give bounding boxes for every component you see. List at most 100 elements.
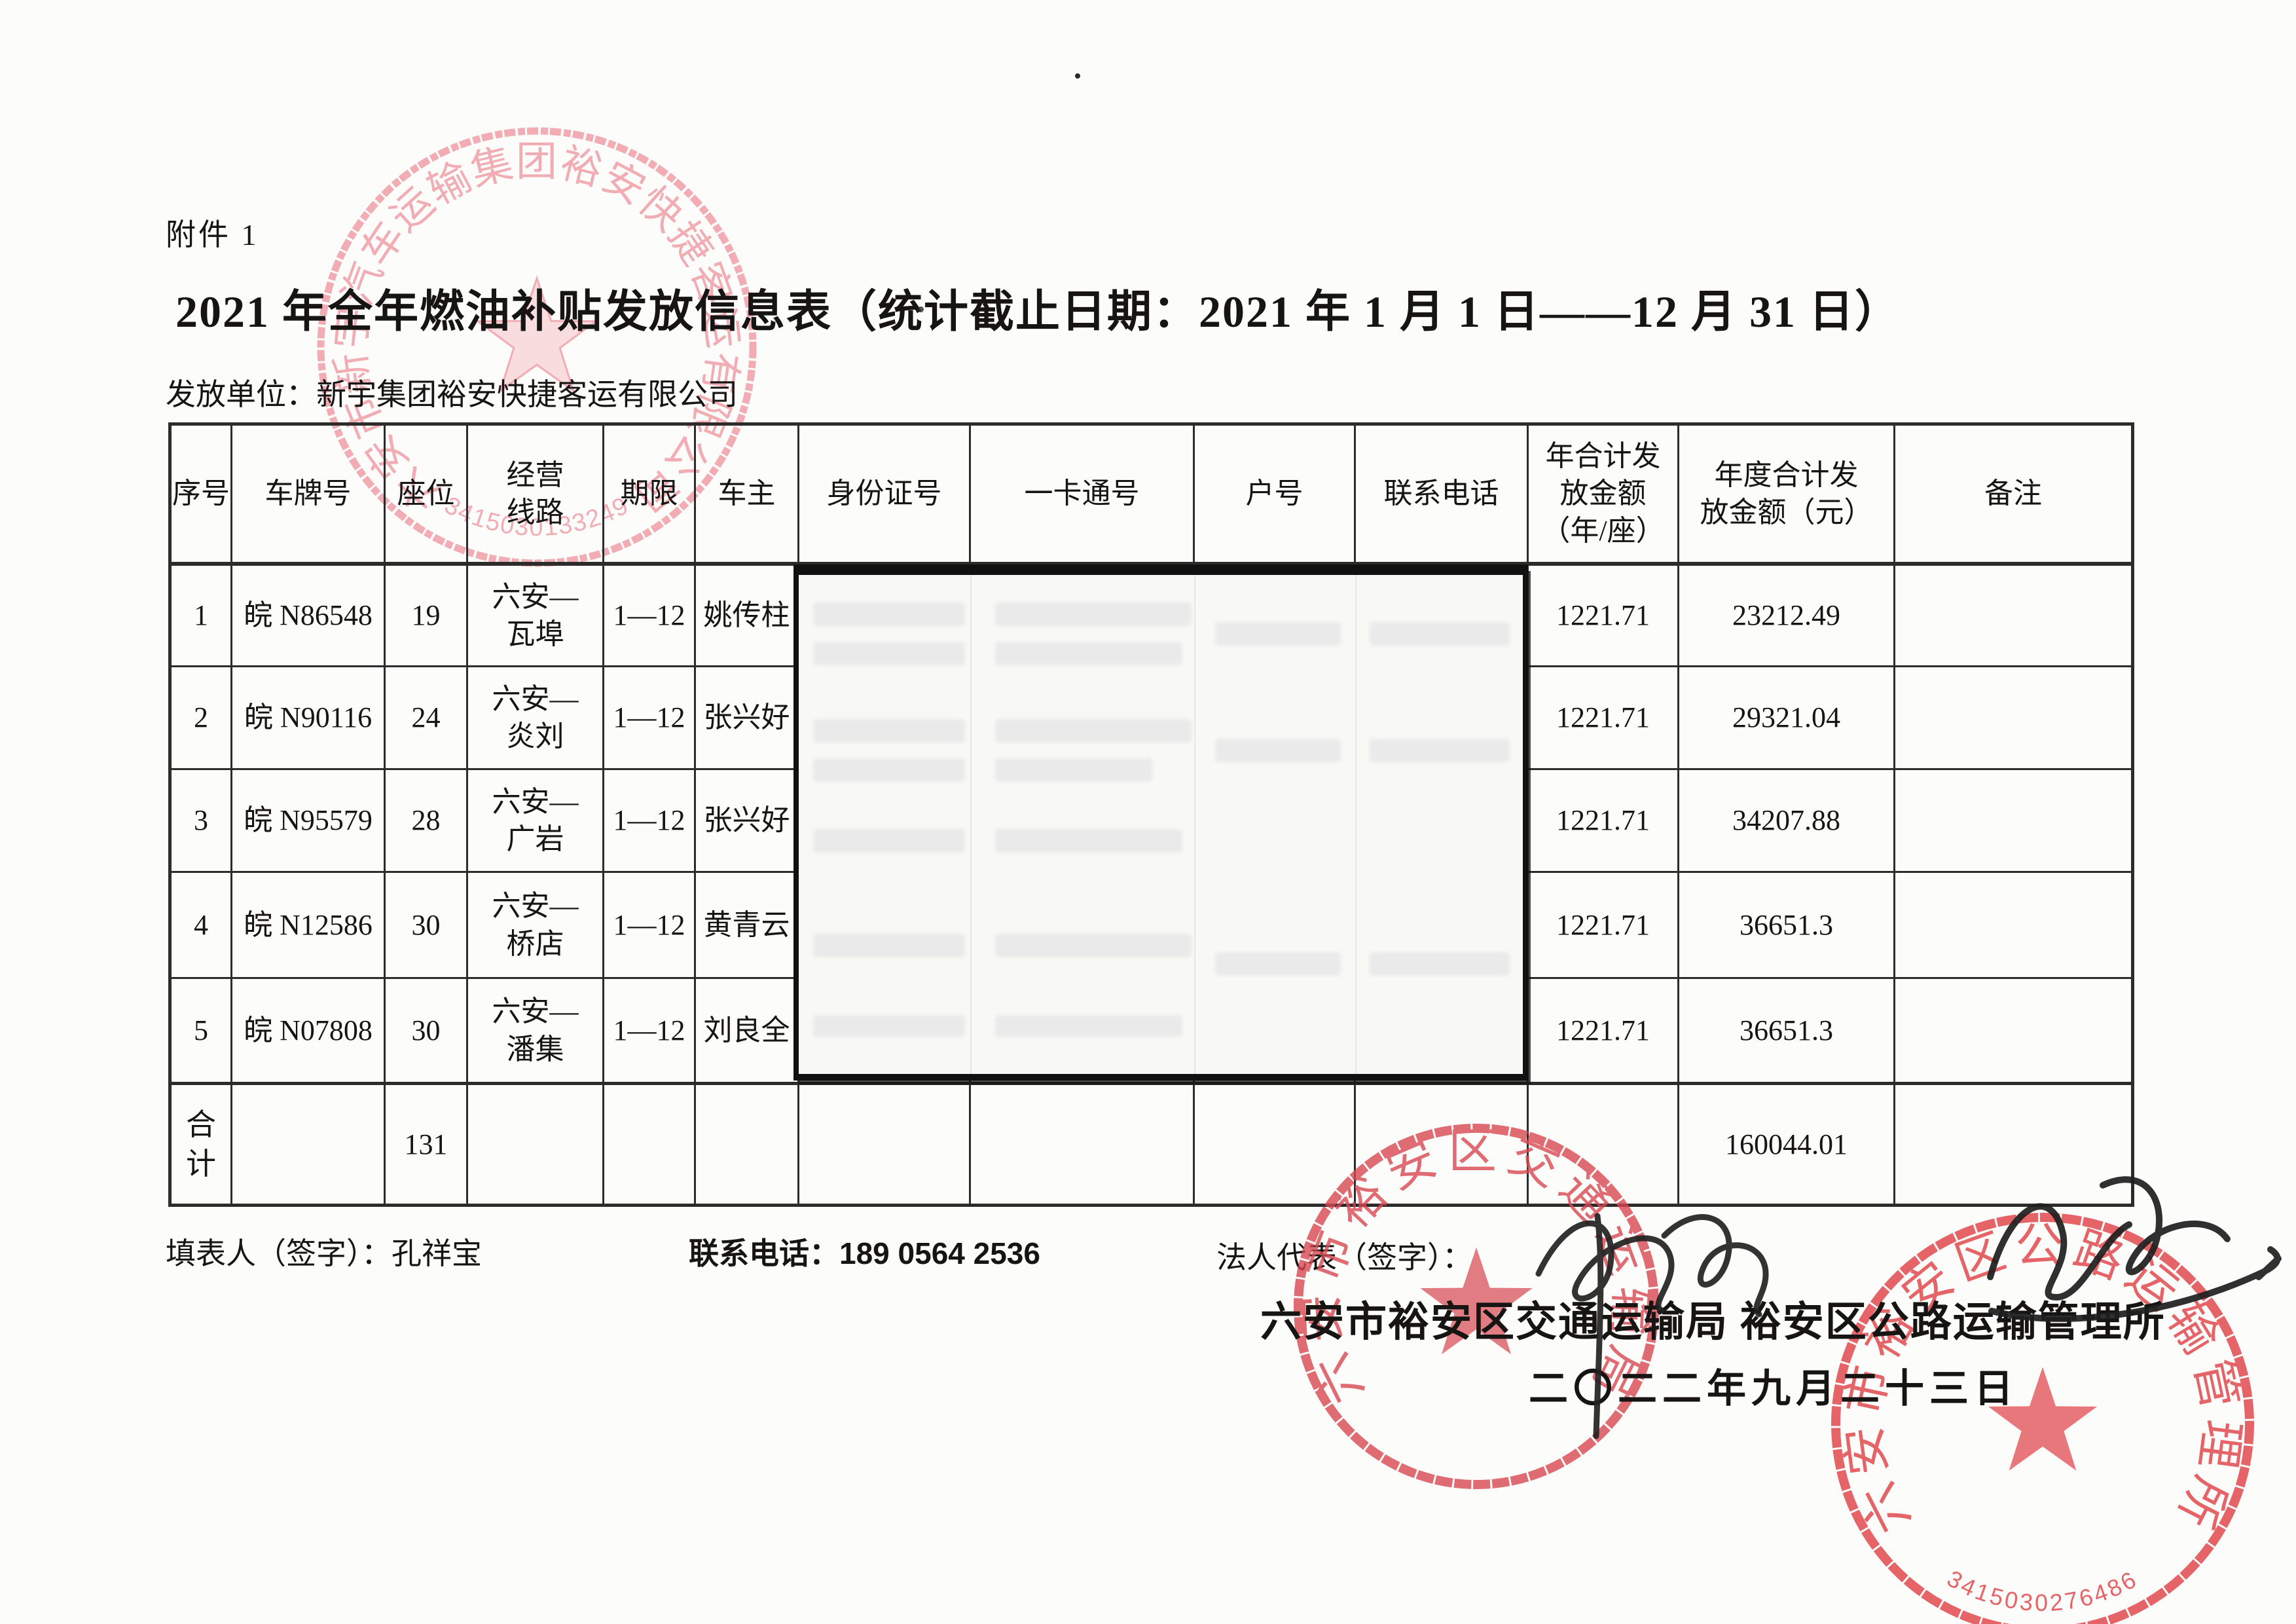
col-header-per-seat-amount: 年合计发 放金额 （年/座） xyxy=(1527,423,1679,566)
filler-line: 填表人（签字）：孔祥宝 xyxy=(166,1230,482,1273)
redaction-overlay xyxy=(793,564,1528,1080)
cell-owner: 刘良全 xyxy=(694,977,799,1084)
cell-route: 六安— 炎刘 xyxy=(466,665,604,770)
cell-total-annual-amount: 160044.01 xyxy=(1677,1082,1895,1206)
cell-per-seat-amount: 1221.71 xyxy=(1527,768,1679,873)
cell-term: 1—12 xyxy=(602,977,696,1084)
cell-seats: 28 xyxy=(384,768,468,873)
col-header-phone: 联系电话 xyxy=(1354,423,1529,566)
col-header-remark: 备注 xyxy=(1893,423,2134,566)
ghost-text xyxy=(1215,952,1341,976)
cell-plate: 皖 N86548 xyxy=(230,563,386,667)
cell-remark xyxy=(1893,768,2134,873)
cell-annual-amount: 29321.04 xyxy=(1677,665,1895,770)
ghost-column-line xyxy=(1355,575,1357,1074)
cell-term xyxy=(602,1082,696,1206)
attachment-label: 附件 1 xyxy=(166,218,259,251)
cell-term: 1—12 xyxy=(602,871,696,979)
col-header-card: 一卡通号 xyxy=(969,423,1195,566)
ghost-text xyxy=(813,934,965,957)
scan-speck xyxy=(918,306,924,312)
col-header-seats: 座位 xyxy=(384,423,468,566)
cell-annual-amount: 36651.3 xyxy=(1677,977,1895,1084)
cell-plate: 皖 N90116 xyxy=(230,665,386,770)
cell-total-label: 合 计 xyxy=(169,1082,232,1206)
ghost-text xyxy=(1370,952,1510,976)
cell-id xyxy=(797,1082,971,1206)
cell-no: 5 xyxy=(169,977,232,1084)
seal-ring xyxy=(1831,1213,2254,1624)
cell-route xyxy=(466,1082,604,1206)
cell-per-seat-amount xyxy=(1527,1082,1679,1206)
ghost-text xyxy=(813,829,965,853)
seal-code-text: 3415030276486 xyxy=(1942,1565,2140,1616)
cell-term: 1—12 xyxy=(602,563,696,667)
cell-remark xyxy=(1893,977,2134,1084)
ghost-column-line xyxy=(1194,575,1195,1074)
cell-route: 六安— 桥店 xyxy=(466,871,604,979)
cell-per-seat-amount: 1221.71 xyxy=(1527,977,1679,1084)
cell-annual-amount: 36651.3 xyxy=(1677,871,1895,979)
cell-remark xyxy=(1893,1082,2134,1206)
phone-value: 189 0564 2536 xyxy=(839,1236,1040,1270)
cell-card xyxy=(969,1082,1195,1206)
cell-phone xyxy=(1354,1082,1529,1206)
cell-remark xyxy=(1893,871,2134,979)
approving-org-line: 六安市裕安区交通运输局 裕安区公路运输管理所 xyxy=(1260,1299,2166,1345)
col-header-no: 序号 xyxy=(169,423,232,566)
cell-route: 六安— 广岩 xyxy=(466,768,604,873)
cell-term: 1—12 xyxy=(602,665,696,770)
cell-owner: 黄青云 xyxy=(694,871,799,979)
ghost-text xyxy=(995,602,1192,626)
col-header-id: 身份证号 xyxy=(797,423,971,566)
road-transport-office-seal-stamp: 六安市裕安区公路运输管理所 3415030276486 xyxy=(1831,1213,2254,1624)
ghost-text xyxy=(995,719,1192,743)
ghost-text xyxy=(995,829,1182,853)
cell-remark xyxy=(1893,665,2134,770)
cell-no: 3 xyxy=(169,768,232,873)
col-header-account: 户号 xyxy=(1193,423,1356,566)
cell-plate: 皖 N95579 xyxy=(230,768,386,873)
cell-per-seat-amount: 1221.71 xyxy=(1527,871,1679,979)
ghost-text xyxy=(1215,622,1341,646)
cell-annual-amount: 23212.49 xyxy=(1677,563,1895,667)
cell-total-seats: 131 xyxy=(384,1082,468,1206)
ghost-text xyxy=(1370,622,1510,646)
ghost-column-line xyxy=(970,575,972,1074)
contact-phone-line: 联系电话：189 0564 2536 xyxy=(689,1230,1040,1273)
document-title: 2021 年全年燃油补贴发放信息表（统计截止日期：2021 年 1 月 1 日—… xyxy=(175,287,1901,337)
cell-no: 2 xyxy=(169,665,232,770)
col-header-annual-amount: 年度合计发 放金额（元） xyxy=(1677,423,1895,566)
ghost-text xyxy=(813,719,965,743)
cell-plate: 皖 N12586 xyxy=(230,871,386,979)
issuer-line: 发放单位：新宇集团裕安快捷客运有限公司 xyxy=(166,371,738,414)
cell-per-seat-amount: 1221.71 xyxy=(1527,665,1679,770)
phone-label: 联系电话： xyxy=(689,1236,839,1270)
col-header-plate: 车牌号 xyxy=(230,423,386,566)
cell-owner: 姚传柱 xyxy=(694,563,799,667)
legal-representative-line: 法人代表（签字）： xyxy=(1216,1241,1472,1274)
cell-owner: 张兴好 xyxy=(694,665,799,770)
cell-owner: 张兴好 xyxy=(694,768,799,873)
cell-plate: 皖 N07808 xyxy=(230,977,386,1084)
ghost-text xyxy=(995,758,1152,782)
ghost-text xyxy=(995,642,1182,665)
filler-name: 孔祥宝 xyxy=(392,1237,482,1270)
table-header-row: 序号 车牌号 座位 经营 线路 期限 车主 身份证号 一卡通号 户号 联系电话 … xyxy=(169,423,2134,566)
ghost-text xyxy=(995,934,1192,957)
cell-no: 4 xyxy=(169,871,232,979)
cell-seats: 30 xyxy=(384,871,468,979)
table-total-row: 合 计 131 160044.01 xyxy=(169,1082,2134,1206)
cell-no: 1 xyxy=(169,563,232,667)
svg-text:3415030276486: 3415030276486 xyxy=(1942,1565,2142,1616)
cell-seats: 19 xyxy=(384,563,468,667)
cell-annual-amount: 34207.88 xyxy=(1677,768,1895,873)
cell-remark xyxy=(1893,563,2134,667)
scan-speck xyxy=(1075,73,1080,79)
col-header-term: 期限 xyxy=(602,423,696,566)
cell-per-seat-amount: 1221.71 xyxy=(1527,563,1679,667)
ghost-text xyxy=(995,1015,1182,1037)
cell-route: 六安— 潘集 xyxy=(466,977,604,1084)
cell-route: 六安— 瓦埠 xyxy=(466,563,604,667)
